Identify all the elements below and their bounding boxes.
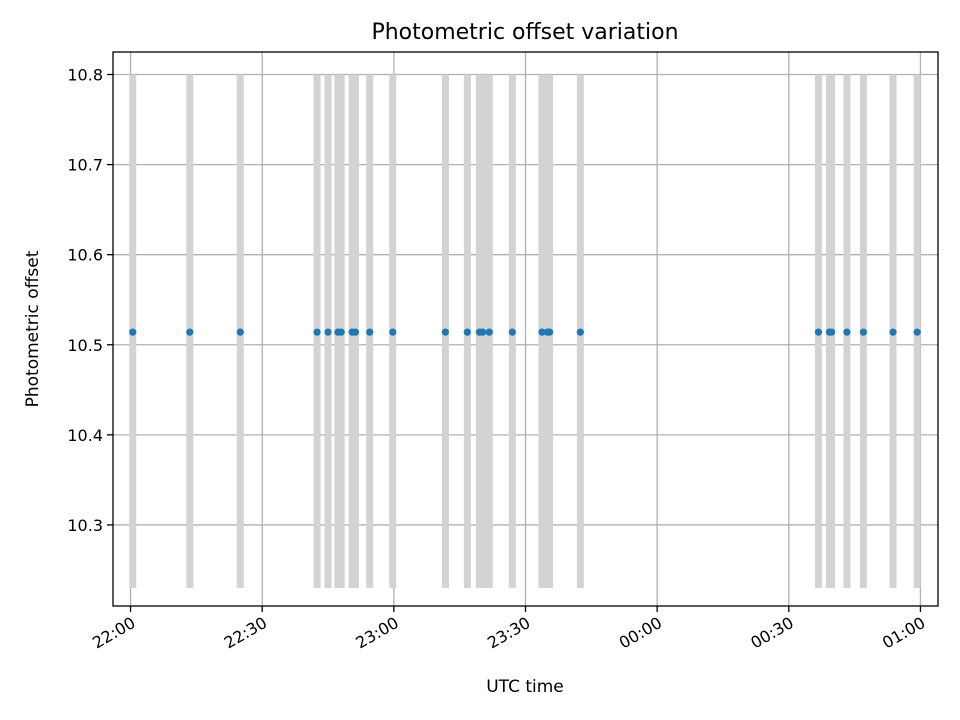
x-tick-label: 01:00 [879, 613, 928, 653]
data-point [485, 328, 493, 336]
data-point [337, 328, 345, 336]
x-tick-label: 00:30 [747, 613, 796, 653]
data-point [508, 328, 516, 336]
data-point [576, 328, 584, 336]
data-point [389, 328, 397, 336]
x-axis-ticks: 22:00 22:30 23:00 23:30 00:00 00:30 01:00 [89, 606, 928, 653]
data-point [538, 328, 546, 336]
y-axis-label: Photometric offset [23, 250, 43, 407]
data-point [889, 328, 897, 336]
data-point [351, 328, 360, 336]
data-point [313, 328, 321, 336]
data-point [236, 328, 244, 336]
y-tick-label: 10.3 [67, 516, 103, 535]
data-point [843, 328, 851, 336]
data-point [186, 328, 194, 336]
data-point [913, 328, 921, 336]
x-tick-label: 00:00 [616, 613, 665, 653]
y-tick-label: 10.6 [67, 246, 103, 265]
data-point [814, 328, 823, 336]
data-point [463, 328, 471, 336]
data-point [546, 328, 554, 336]
data-point [324, 328, 332, 336]
y-tick-label: 10.8 [67, 66, 103, 85]
point-layer [129, 328, 921, 336]
y-tick-label: 10.7 [67, 156, 103, 175]
x-tick-label: 22:30 [221, 613, 270, 653]
data-point [441, 328, 450, 336]
data-point [859, 328, 867, 336]
data-point [479, 328, 487, 336]
data-point [366, 328, 374, 336]
y-tick-label: 10.4 [67, 426, 103, 445]
chart-title: Photometric offset variation [371, 20, 678, 45]
grid-layer [113, 52, 938, 606]
x-tick-label: 22:00 [89, 613, 138, 653]
data-point [827, 328, 836, 336]
x-axis-label: UTC time [486, 677, 564, 697]
data-point [129, 328, 137, 336]
x-tick-label: 23:30 [484, 613, 533, 653]
y-tick-label: 10.5 [67, 336, 103, 355]
x-tick-label: 23:00 [352, 613, 401, 653]
y-axis-ticks: 10.3 10.4 10.5 10.6 10.7 10.8 [67, 66, 113, 535]
